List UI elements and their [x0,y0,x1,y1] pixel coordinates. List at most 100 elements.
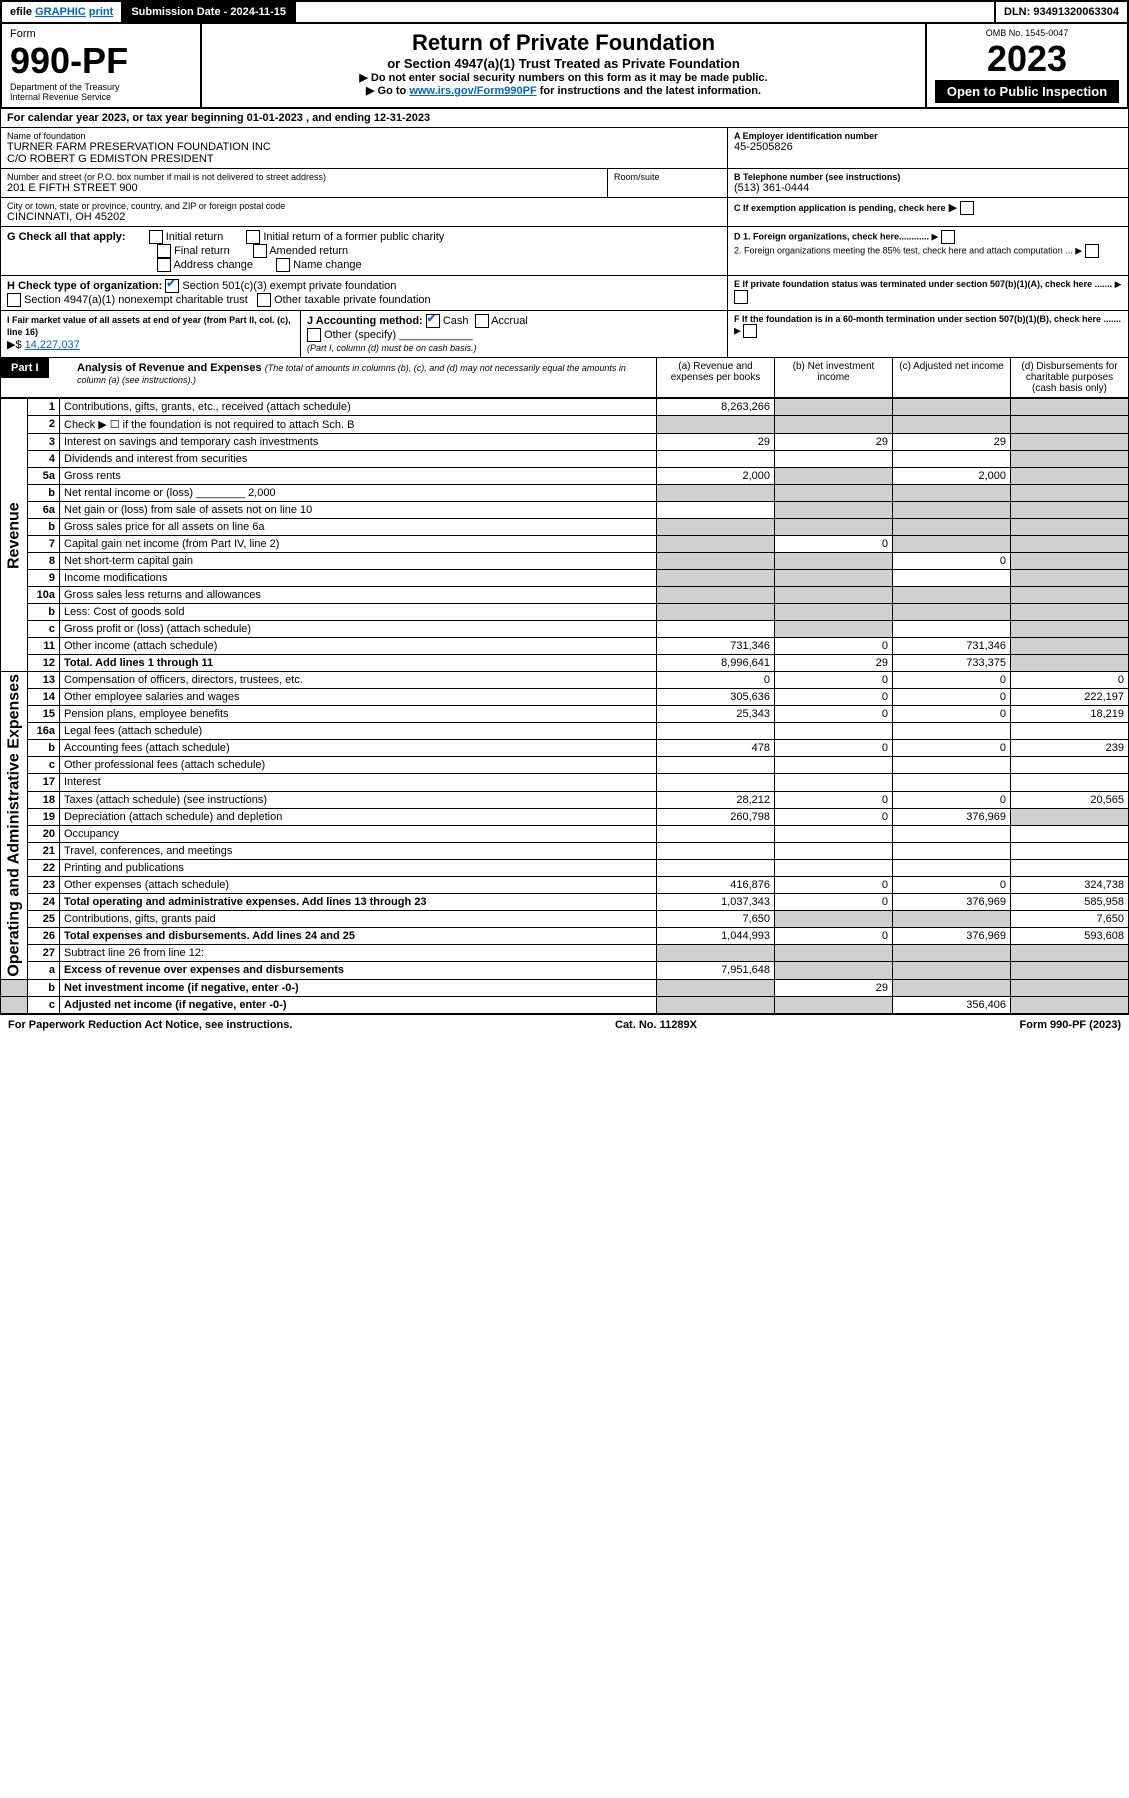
j-note: (Part I, column (d) must be on cash basi… [307,343,477,353]
name-label: Name of foundation [7,131,721,141]
foundation-name-2: C/O ROBERT G EDMISTON PRESIDENT [7,153,721,165]
table-row: 9Income modifications [1,570,1129,587]
ein-label: A Employer identification number [734,131,1122,141]
j-cash-checkbox[interactable] [426,314,440,328]
table-row: Operating and Administrative Expenses 13… [1,672,1129,689]
footer-mid: Cat. No. 11289X [615,1019,697,1031]
g-final-checkbox[interactable] [157,244,171,258]
table-row: bLess: Cost of goods sold [1,604,1129,621]
address-tel-row: Number and street (or P.O. box number if… [0,169,1129,198]
part1-table: Revenue 1 Contributions, gifts, grants, … [0,398,1129,1014]
table-row: bNet rental income or (loss) ________ 2,… [1,485,1129,502]
addr-label: Number and street (or P.O. box number if… [7,172,601,182]
tax-year: 2023 [935,38,1119,80]
fmv-link[interactable]: 14,227,037 [25,339,80,351]
h-label: H Check type of organization: [7,280,162,292]
ein-cell: A Employer identification number 45-2505… [728,128,1128,168]
e-checkbox[interactable] [734,290,748,304]
i-j-f-row: I Fair market value of all assets at end… [0,311,1129,358]
col-c-header: (c) Adjusted net income [892,358,1010,397]
city-cell: City or town, state or province, country… [1,198,728,226]
header-center: Return of Private Foundation or Section … [202,24,927,107]
efile-prefix: efile [10,6,32,18]
footer-right: Form 990-PF (2023) [1020,1019,1121,1031]
table-row: bNet investment income (if negative, ent… [1,979,1129,996]
efile-graphic-link[interactable]: GRAPHIC [35,6,86,18]
instr-ssn: ▶ Do not enter social security numbers o… [208,71,919,84]
page-footer: For Paperwork Reduction Act Notice, see … [0,1014,1129,1035]
address-cell: Number and street (or P.O. box number if… [1,169,608,197]
table-row: 3Interest on savings and temporary cash … [1,434,1129,451]
form-subtitle: or Section 4947(a)(1) Trust Treated as P… [208,56,919,71]
top-bar: efile GRAPHIC print Submission Date - 20… [0,0,1129,24]
table-row: 25Contributions, gifts, grants paid7,650… [1,911,1129,928]
irs-link[interactable]: www.irs.gov/Form990PF [409,85,536,97]
part1-header-row: Part I Analysis of Revenue and Expenses … [0,358,1129,398]
part1-label-wrap: Part I [1,358,71,397]
d1-label: D 1. Foreign organizations, check here..… [734,231,929,241]
g-label: G Check all that apply: [7,231,126,243]
table-row: 19Depreciation (attach schedule) and dep… [1,808,1129,825]
h-4947-checkbox[interactable] [7,293,21,307]
c-label: C If exemption application is pending, c… [734,203,946,213]
g-address-checkbox[interactable] [157,258,171,272]
tel-label: B Telephone number (see instructions) [734,172,1122,182]
g-initial-checkbox[interactable] [149,230,163,244]
part1-title: Analysis of Revenue and Expenses [77,362,262,374]
table-row: 20Occupancy [1,825,1129,842]
e-cell: E If private foundation status was termi… [728,276,1128,310]
city-label: City or town, state or province, country… [7,201,721,211]
h-other-checkbox[interactable] [257,293,271,307]
g-amended-checkbox[interactable] [253,244,267,258]
tel-cell: B Telephone number (see instructions) (5… [728,169,1128,197]
c-checkbox[interactable] [960,201,974,215]
g-initial-former-checkbox[interactable] [246,230,260,244]
j-other-checkbox[interactable] [307,328,321,342]
d2-label: 2. Foreign organizations meeting the 85%… [734,245,1073,255]
h-e-row: H Check type of organization: Section 50… [0,276,1129,311]
table-row: 10aGross sales less returns and allowanc… [1,587,1129,604]
part1-desc: Analysis of Revenue and Expenses (The to… [71,358,656,397]
name-ein-row: Name of foundation TURNER FARM PRESERVAT… [0,128,1129,169]
table-row: 24Total operating and administrative exp… [1,894,1129,911]
g-name-checkbox[interactable] [276,258,290,272]
table-row: 21Travel, conferences, and meetings [1,842,1129,859]
i-label: I Fair market value of all assets at end… [7,315,291,337]
part1-badge: Part I [1,358,49,378]
calendar-year-text: For calendar year 2023, or tax year begi… [1,109,1128,127]
table-row: 22Printing and publications [1,859,1129,876]
col-d-header: (d) Disbursements for charitable purpose… [1010,358,1128,397]
f-cell: F If the foundation is in a 60-month ter… [728,311,1128,357]
line-1-desc: Contributions, gifts, grants, etc., rece… [60,399,657,416]
submission-date: Submission Date - 2024-11-15 [123,2,296,22]
j-accrual-checkbox[interactable] [475,314,489,328]
topbar-spacer [296,2,996,22]
table-row: 27Subtract line 26 from line 12: [1,945,1129,962]
col-a-header: (a) Revenue and expenses per books [656,358,774,397]
efile-print-link[interactable]: print [89,6,113,18]
expenses-side-label: Operating and Administrative Expenses [1,672,28,980]
d2-checkbox[interactable] [1085,244,1099,258]
line-1-a: 8,263,266 [657,399,775,416]
f-checkbox[interactable] [743,324,757,338]
d-cell: D 1. Foreign organizations, check here..… [728,227,1128,275]
f-label: F If the foundation is in a 60-month ter… [734,314,1121,324]
table-row: cOther professional fees (attach schedul… [1,757,1129,774]
instr-goto: ▶ Go to www.irs.gov/Form990PF for instru… [208,84,919,97]
table-row: bAccounting fees (attach schedule)478002… [1,740,1129,757]
c-cell: C If exemption application is pending, c… [728,198,1128,226]
d1-checkbox[interactable] [941,230,955,244]
table-row: 7Capital gain net income (from Part IV, … [1,536,1129,553]
h-cell: H Check type of organization: Section 50… [1,276,728,310]
header-right: OMB No. 1545-0047 2023 Open to Public In… [927,24,1127,107]
addr-value: 201 E FIFTH STREET 900 [7,182,601,194]
efile-cell: efile GRAPHIC print [2,2,123,22]
table-row: 15Pension plans, employee benefits25,343… [1,706,1129,723]
g-d-row: G Check all that apply: Initial return I… [0,227,1129,276]
table-row: 18Taxes (attach schedule) (see instructi… [1,791,1129,808]
table-row: bGross sales price for all assets on lin… [1,519,1129,536]
footer-left: For Paperwork Reduction Act Notice, see … [8,1019,292,1031]
omb-number: OMB No. 1545-0047 [935,28,1119,38]
table-row: 11Other income (attach schedule)731,3460… [1,638,1129,655]
h-501c3-checkbox[interactable] [165,279,179,293]
